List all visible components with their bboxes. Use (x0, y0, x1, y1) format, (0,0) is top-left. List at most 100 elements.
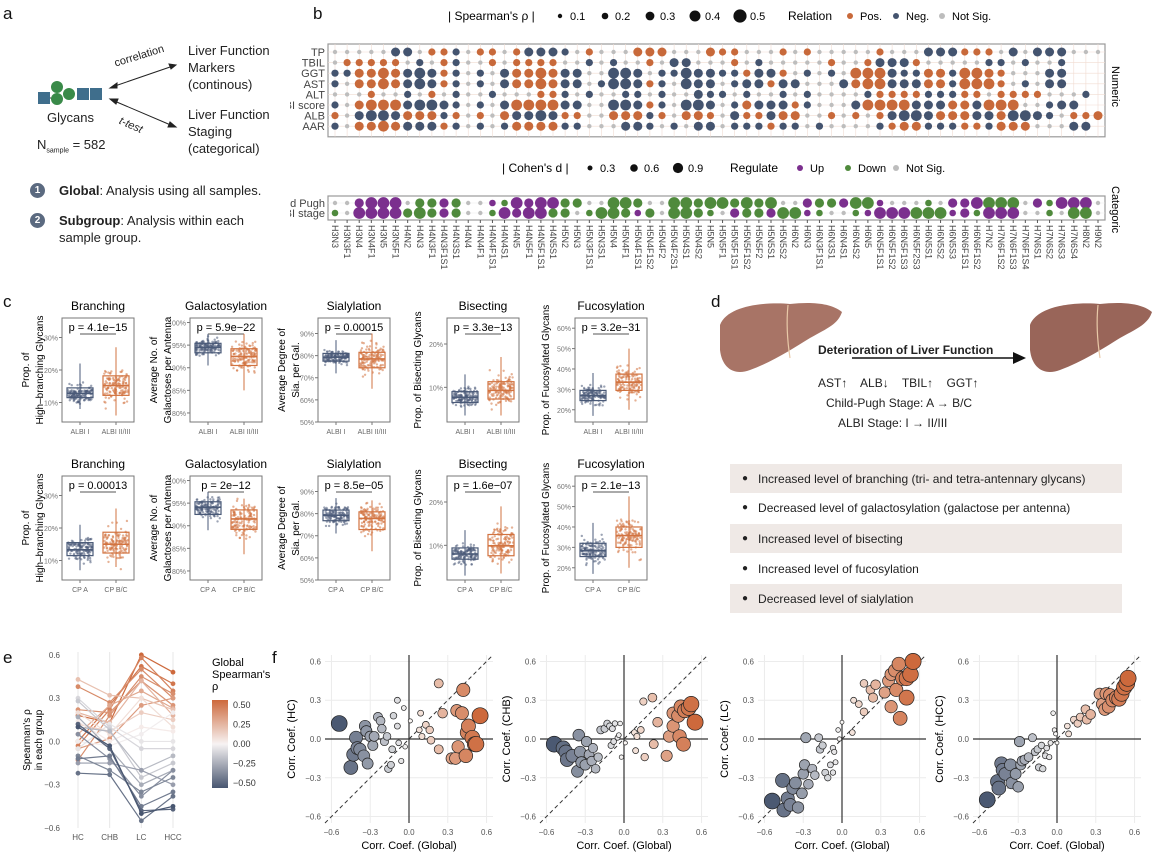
jitter-point (110, 370, 113, 373)
dot-not-sig (780, 200, 786, 206)
jitter-point (70, 384, 73, 387)
jitter-point (109, 371, 112, 375)
dot-down (633, 198, 643, 208)
scatter-point (1053, 731, 1059, 737)
jitter-point (496, 527, 499, 531)
series-point (75, 724, 81, 730)
dot-down (973, 209, 981, 217)
jitter-point (508, 537, 511, 540)
jitter-point (621, 385, 624, 389)
dot-negative (718, 90, 727, 98)
x-axis-label: Corr. Coef. (Global) (576, 840, 671, 852)
y-tick-label: 100% (168, 479, 186, 486)
jitter-point (580, 534, 584, 538)
y-tick-label: 90% (172, 524, 186, 531)
size-legend-title: | Spearman's ρ | (448, 9, 535, 23)
jitter-point (368, 529, 371, 533)
dot-negative (658, 80, 666, 88)
y-axis-label: Corr. Coef. (HCC) (934, 695, 946, 782)
jitter-point (496, 562, 499, 566)
jitter-point (620, 527, 623, 530)
jitter-point (626, 394, 629, 397)
jitter-point (625, 521, 629, 524)
dot-positive (524, 121, 534, 131)
jitter-point (638, 540, 641, 543)
row-label: ALBI stage (290, 208, 325, 220)
jitter-point (492, 541, 495, 545)
x-tick-label: CHB (101, 833, 118, 842)
dot-down (704, 197, 717, 209)
dot-positive (390, 99, 401, 111)
jitter-point (239, 512, 242, 515)
jitter-point (618, 396, 622, 399)
dot-negative (561, 122, 569, 130)
jitter-point (118, 391, 121, 395)
dot-down (572, 198, 582, 208)
scatter-point (878, 686, 891, 699)
dot-positive (898, 99, 910, 111)
jitter-point (616, 524, 620, 527)
column-label: H3N3F1 (342, 225, 352, 259)
y-axis-label: Corr. Coef. (LC) (719, 700, 731, 778)
dot-negative (1021, 59, 1029, 67)
dot-not-sig (1035, 71, 1040, 76)
dot-negative (426, 99, 438, 111)
column-label: H4N4F1S1 (487, 225, 497, 270)
jitter-point (367, 514, 371, 517)
dot-positive (646, 101, 654, 109)
dot-positive (547, 99, 559, 111)
jitter-point (89, 560, 92, 564)
jitter-point (590, 545, 593, 548)
column-label: H6N5S2 (936, 225, 946, 259)
scatter-point (891, 656, 907, 672)
dot-positive (513, 48, 521, 56)
jitter-point (378, 526, 382, 529)
dot-negative (415, 121, 425, 131)
jitter-point (232, 367, 235, 370)
series-point (107, 743, 113, 749)
jitter-point (453, 562, 457, 565)
dot-positive (864, 59, 872, 67)
jitter-point (199, 344, 202, 347)
jitter-point (362, 509, 365, 512)
jitter-point (209, 348, 212, 352)
jitter-point (104, 396, 107, 399)
dot-up (864, 209, 872, 217)
column-label: H4N4 (463, 225, 473, 248)
jitter-point (585, 557, 588, 560)
dot-negative (621, 121, 631, 131)
dot-not-sig (587, 113, 592, 118)
dot-positive (718, 48, 727, 56)
dot-negative (608, 99, 619, 111)
jitter-point (83, 539, 87, 542)
column-label: H7N6S3 (1057, 225, 1067, 259)
dot-not-sig (575, 49, 580, 55)
scatter-point (609, 725, 616, 733)
color-legend-dot (797, 165, 803, 171)
y-tick-label: 95% (172, 343, 186, 350)
jitter-point (379, 529, 382, 533)
row-label: ALBI score (290, 100, 325, 112)
x-tick-label: 0.3 (657, 828, 669, 837)
dot-positive (997, 90, 1005, 98)
column-label: H5N5F1S1 (730, 225, 740, 270)
jitter-point (111, 539, 114, 543)
x-tick-label: −0.3 (362, 828, 378, 837)
dot-negative (403, 100, 413, 110)
jitter-point (337, 506, 340, 509)
size-legend-dot (645, 11, 655, 21)
dot-negative (1057, 79, 1067, 89)
column-label: H5N5S1 (766, 225, 776, 259)
scatter-point (1009, 768, 1022, 780)
jitter-point (637, 532, 640, 535)
dot-down (1067, 207, 1080, 219)
dot-not-sig (671, 113, 677, 118)
jitter-point (580, 544, 584, 548)
dot-positive (512, 79, 522, 89)
jitter-point (362, 356, 365, 359)
dot-down (560, 198, 570, 208)
jitter-point (338, 517, 342, 521)
series-point (138, 710, 144, 715)
y-axis-label: Prop. of Bisecting Glycans (413, 469, 424, 586)
jitter-point (369, 339, 373, 342)
